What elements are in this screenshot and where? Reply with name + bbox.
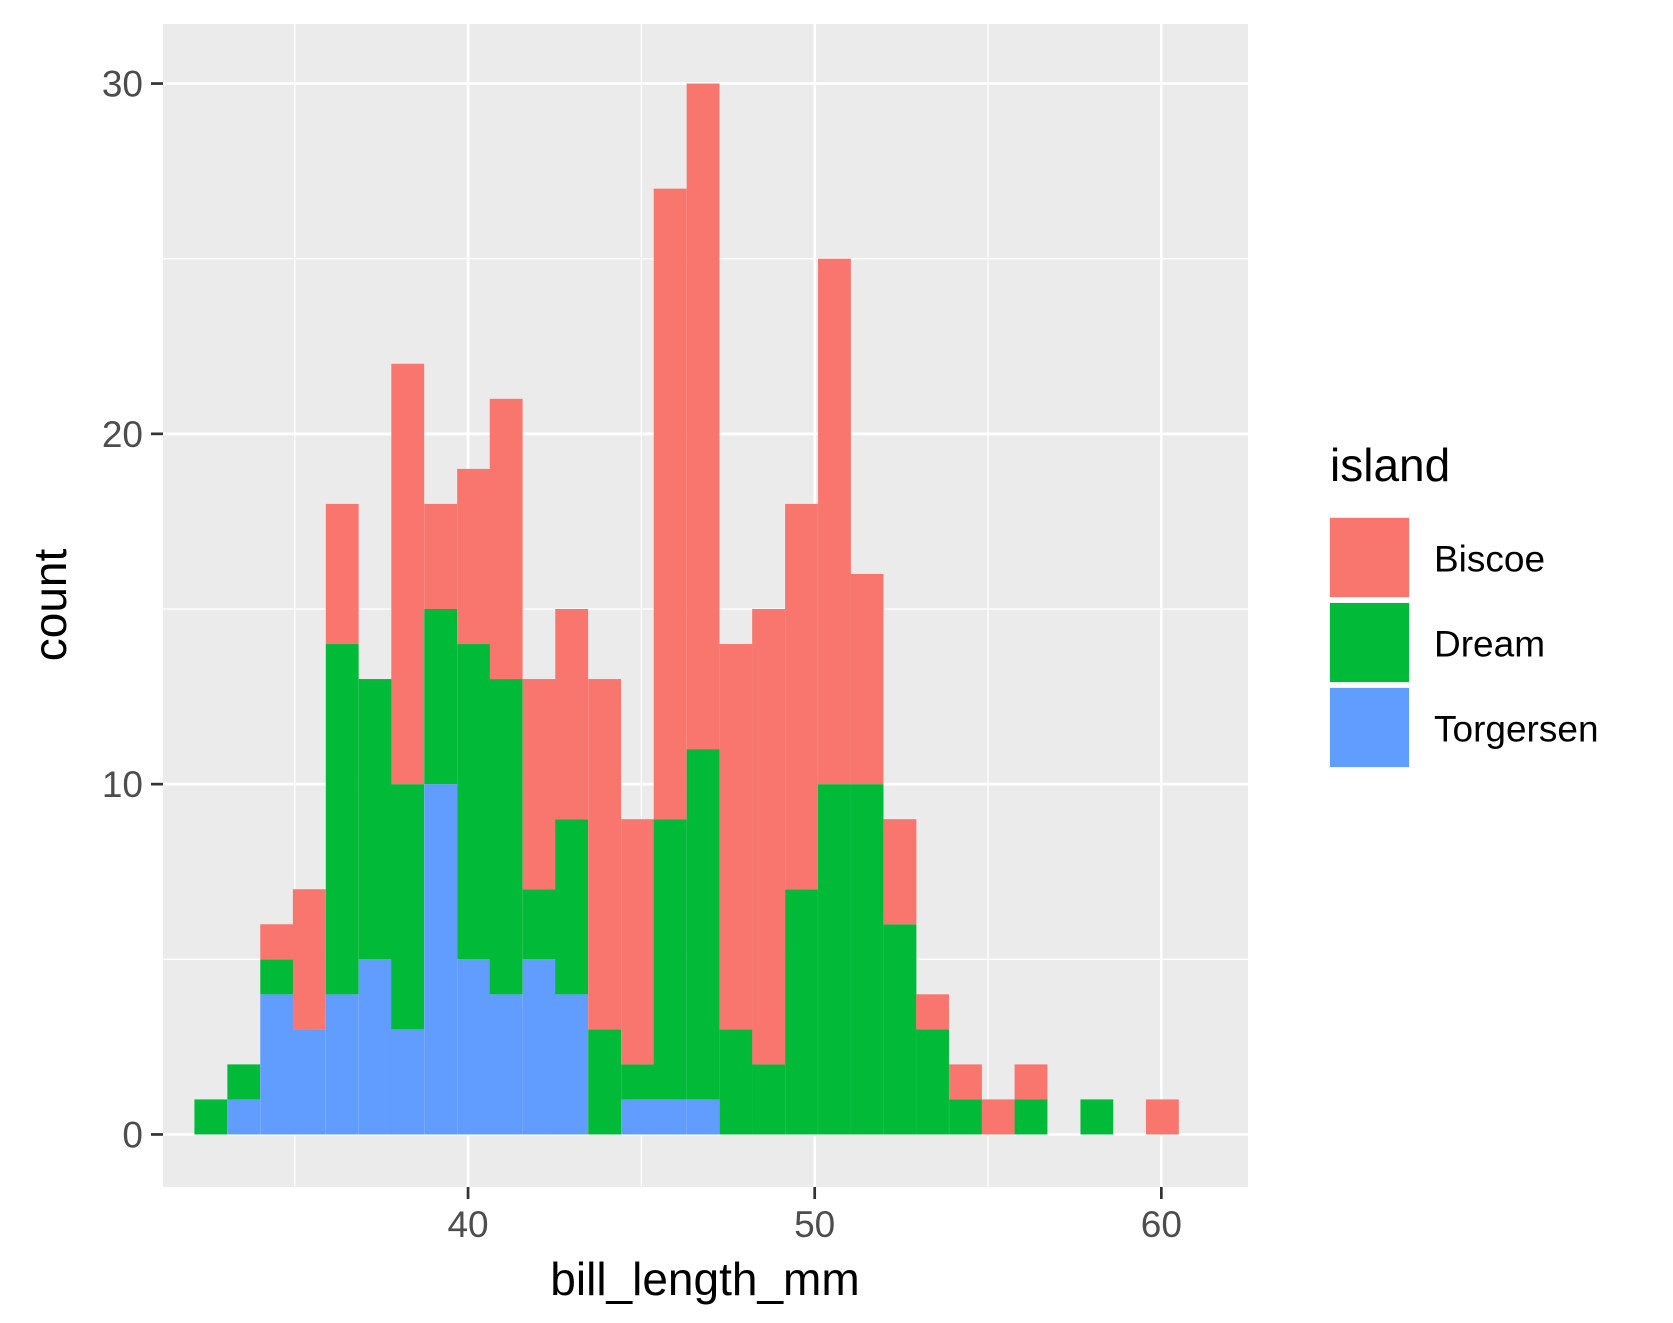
bar-dream bbox=[522, 889, 556, 960]
legend-swatch-torgersen bbox=[1330, 688, 1409, 767]
bar-biscoe bbox=[555, 609, 589, 820]
bar-torgersen bbox=[391, 1029, 425, 1135]
bar-biscoe bbox=[391, 363, 425, 785]
bar-biscoe bbox=[883, 819, 917, 925]
bar-biscoe bbox=[719, 644, 753, 1030]
x-tick-label: 60 bbox=[1141, 1204, 1182, 1245]
bar-torgersen bbox=[292, 1029, 326, 1135]
legend-label-dream: Dream bbox=[1434, 624, 1545, 665]
bar-torgersen bbox=[227, 1099, 261, 1135]
bar-biscoe bbox=[818, 258, 851, 785]
bar-biscoe bbox=[686, 83, 720, 750]
bar-dream bbox=[949, 1099, 982, 1135]
bar-dream bbox=[621, 1064, 654, 1100]
bar-biscoe bbox=[588, 679, 622, 1030]
bar-dream bbox=[686, 749, 720, 1100]
bar-torgersen bbox=[555, 994, 589, 1135]
legend-swatch-biscoe bbox=[1330, 518, 1409, 597]
legend-swatch-dream bbox=[1330, 603, 1409, 682]
bar-dream bbox=[850, 784, 884, 1135]
y-tick-label: 30 bbox=[102, 64, 143, 105]
bar-dream bbox=[489, 679, 523, 995]
bar-dream bbox=[325, 644, 359, 995]
bar-biscoe bbox=[424, 503, 458, 610]
x-tick-label: 50 bbox=[794, 1204, 835, 1245]
bar-torgersen bbox=[325, 994, 359, 1135]
bar-dream bbox=[1014, 1099, 1048, 1135]
bar-biscoe bbox=[850, 573, 884, 785]
legend-label-biscoe: Biscoe bbox=[1434, 539, 1545, 580]
bar-dream bbox=[358, 679, 392, 960]
bar-dream bbox=[194, 1099, 228, 1135]
bar-biscoe bbox=[292, 889, 326, 1030]
bar-dream bbox=[227, 1064, 261, 1100]
bar-biscoe bbox=[1145, 1099, 1179, 1135]
bar-biscoe bbox=[1014, 1064, 1048, 1100]
bar-biscoe bbox=[752, 609, 786, 1065]
bar-torgersen bbox=[489, 994, 523, 1135]
bar-biscoe bbox=[785, 503, 818, 890]
bar-torgersen bbox=[358, 959, 392, 1135]
bar-dream bbox=[752, 1064, 786, 1135]
y-axis: 0 10 20 30 bbox=[102, 64, 163, 1155]
bar-dream bbox=[916, 1029, 949, 1135]
y-axis-title: count bbox=[24, 549, 76, 662]
x-tick-label: 40 bbox=[447, 1204, 488, 1245]
bar-torgersen bbox=[522, 959, 556, 1135]
bar-dream bbox=[555, 819, 589, 995]
bar-torgersen bbox=[260, 994, 294, 1135]
bar-biscoe bbox=[457, 468, 491, 645]
bar-dream bbox=[1080, 1099, 1114, 1135]
bar-dream bbox=[588, 1029, 622, 1135]
bar-dream bbox=[719, 1029, 753, 1135]
bar-torgersen bbox=[686, 1099, 720, 1135]
bar-biscoe bbox=[949, 1064, 982, 1100]
legend: island Biscoe Dream Torgersen bbox=[1329, 439, 1599, 768]
bar-biscoe bbox=[325, 503, 359, 645]
bar-dream bbox=[457, 644, 491, 960]
bar-biscoe bbox=[653, 188, 687, 820]
y-tick-label: 0 bbox=[122, 1114, 143, 1155]
bar-dream bbox=[391, 784, 425, 1030]
bar-biscoe bbox=[260, 924, 294, 960]
bar-biscoe bbox=[982, 1099, 1015, 1135]
y-tick-label: 20 bbox=[102, 414, 143, 455]
bar-dream bbox=[653, 819, 687, 1100]
bar-dream bbox=[424, 609, 458, 785]
bar-dream bbox=[883, 924, 917, 1135]
bar-dream bbox=[260, 959, 294, 995]
bar-biscoe bbox=[916, 994, 949, 1030]
legend-label-torgersen: Torgersen bbox=[1434, 709, 1599, 750]
bar-biscoe bbox=[621, 819, 654, 1065]
y-tick-label: 10 bbox=[102, 764, 143, 805]
bar-biscoe bbox=[522, 679, 556, 890]
bar-torgersen bbox=[653, 1099, 687, 1135]
x-axis-title: bill_length_mm bbox=[550, 1253, 859, 1305]
bar-torgersen bbox=[621, 1099, 654, 1135]
legend-title: island bbox=[1330, 439, 1450, 491]
bar-biscoe bbox=[489, 398, 523, 680]
bar-dream bbox=[818, 784, 851, 1135]
bar-torgersen bbox=[457, 959, 491, 1135]
bar-dream bbox=[785, 889, 818, 1135]
bars bbox=[194, 83, 1179, 1135]
bar-torgersen bbox=[424, 784, 458, 1135]
x-axis: 40 50 60 bbox=[447, 1187, 1182, 1245]
